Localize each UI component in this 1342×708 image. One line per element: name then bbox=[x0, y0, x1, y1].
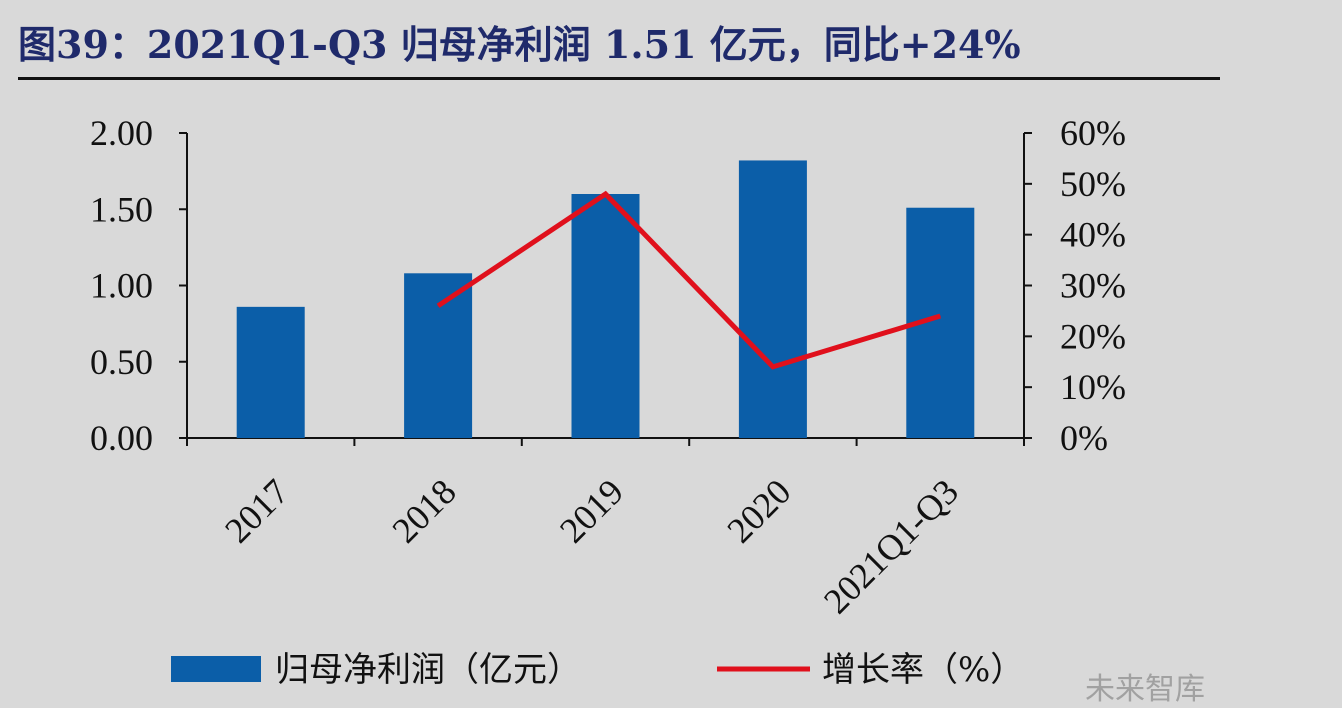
right-tick-label: 0% bbox=[1060, 418, 1108, 458]
line-point bbox=[772, 366, 774, 368]
x-category-label: 2017 bbox=[217, 471, 296, 550]
x-category-label: 2021Q1-Q3 bbox=[816, 471, 966, 621]
left-tick-label: 1.50 bbox=[90, 189, 153, 229]
left-tick-label: 0.50 bbox=[90, 342, 153, 382]
line-point bbox=[605, 193, 606, 195]
legend-line-label: 增长率（%） bbox=[822, 650, 1024, 690]
left-tick-label: 0.00 bbox=[90, 418, 153, 458]
line-series bbox=[436, 190, 942, 370]
right-tick-label: 10% bbox=[1060, 367, 1126, 407]
right-tick-label: 50% bbox=[1060, 164, 1126, 204]
x-category-label: 2020 bbox=[719, 471, 798, 550]
watermark: 未来智库 bbox=[1085, 672, 1205, 707]
left-tick-label: 1.00 bbox=[90, 266, 153, 306]
legend-bar-swatch bbox=[171, 656, 261, 682]
legend: 归母净利润（亿元） 增长率（%） bbox=[171, 650, 1024, 690]
right-tick-label: 60% bbox=[1060, 113, 1126, 153]
right-tick-label: 40% bbox=[1060, 215, 1126, 255]
bar bbox=[571, 194, 640, 438]
title-divider bbox=[18, 77, 1220, 80]
growth-line bbox=[436, 190, 942, 370]
chart-title: 图39：2021Q1-Q3 归母净利润 1.51 亿元，同比+24% bbox=[18, 22, 1021, 67]
left-tick-label: 2.00 bbox=[90, 113, 153, 153]
line-point bbox=[939, 315, 941, 317]
right-tick-label: 20% bbox=[1060, 316, 1126, 356]
bar bbox=[404, 273, 473, 438]
bar bbox=[738, 160, 807, 438]
bar-series bbox=[236, 160, 975, 438]
right-tick-label: 30% bbox=[1060, 266, 1126, 306]
bar bbox=[236, 306, 305, 438]
x-category-label: 2019 bbox=[552, 471, 631, 550]
line-point bbox=[437, 305, 439, 307]
x-category-label: 2018 bbox=[385, 471, 464, 550]
legend-bar-label: 归母净利润（亿元） bbox=[275, 650, 581, 690]
